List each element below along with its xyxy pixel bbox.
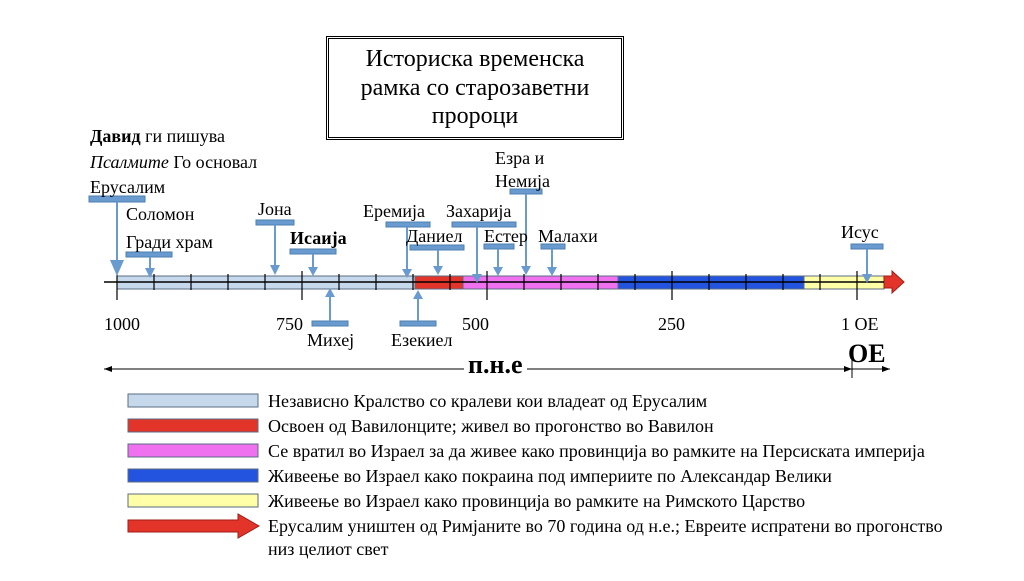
title-box: Историска временска рамка со старозаветн… — [326, 36, 624, 140]
micah-label: Михеј — [307, 330, 355, 350]
legend-swatch-rome — [127, 493, 259, 508]
tick-label-250: 250 — [658, 314, 685, 334]
tick-label-1ce: 1 ОЕ — [841, 314, 879, 334]
david-label-line2: Псалмите Го основал — [90, 152, 258, 172]
malachi-label: Малахи — [538, 226, 598, 246]
jonah-marker-bar — [255, 219, 295, 226]
esther-label: Естер — [484, 226, 528, 246]
legend-swatch-independent — [127, 393, 259, 408]
page-title: Историска временска рамка со старозаветн… — [360, 45, 590, 130]
jeremiah-label: Еремија — [363, 201, 425, 221]
legend-item-independent: Независно Кралство со кралеви кои владеа… — [268, 391, 708, 411]
legend-item-destroyed: Ерусалим уништен од Римјаните во 70 годи… — [268, 516, 943, 536]
ezekiel-marker-bar — [399, 320, 437, 327]
ezekiel-label: Езекиел — [391, 330, 453, 350]
legend-swatch-persia — [127, 443, 259, 458]
isaiah-marker-bar — [289, 248, 337, 255]
tick-label-1000: 1000 — [104, 314, 140, 334]
legend-item-babylon: Освоен од Вавилонците; живел во прогонст… — [268, 416, 714, 436]
legend-swatch-greek — [127, 468, 259, 483]
legend-item-destroyed-line2: низ целиот свет — [268, 539, 389, 559]
solomon-label: Соломон — [126, 204, 195, 224]
axis-ticks — [116, 271, 858, 300]
legend-swatch-babylon — [127, 418, 259, 433]
era-ce-label: ОЕ — [848, 339, 886, 368]
legend-item-rome: Живеење во Израел како провинција во рам… — [268, 491, 806, 511]
david-label: Давид ги пишува — [90, 126, 225, 146]
nehemiah-label: Немија — [495, 171, 551, 191]
legend-swatch-destroyed — [127, 513, 261, 539]
jesus-label: Исус — [841, 222, 879, 242]
david-label-line3: Ерусалим — [90, 177, 166, 197]
tick-label-500: 500 — [462, 314, 489, 334]
destroyed-arrow — [883, 269, 905, 295]
jesus-marker-bar — [850, 243, 884, 250]
zechariah-marker-bar — [451, 221, 517, 228]
daniel-label: Даниел — [406, 226, 463, 246]
era-bce-label: п.н.е — [464, 350, 527, 380]
jonah-label: Јона — [258, 199, 292, 219]
micah-marker-bar — [311, 320, 349, 327]
ezra-label: Езра и — [495, 148, 545, 168]
builds-temple-label: Гради храм — [126, 232, 213, 252]
zechariah-label: Захарија — [446, 201, 512, 221]
legend-item-persia: Се вратил во Израел за да живее како про… — [268, 441, 925, 461]
legend-item-greek: Живеење во Израел како покраина под импе… — [268, 466, 832, 486]
tick-label-750: 750 — [276, 314, 303, 334]
david-arrow-icon — [110, 260, 124, 276]
isaiah-label: Исаија — [290, 228, 347, 248]
